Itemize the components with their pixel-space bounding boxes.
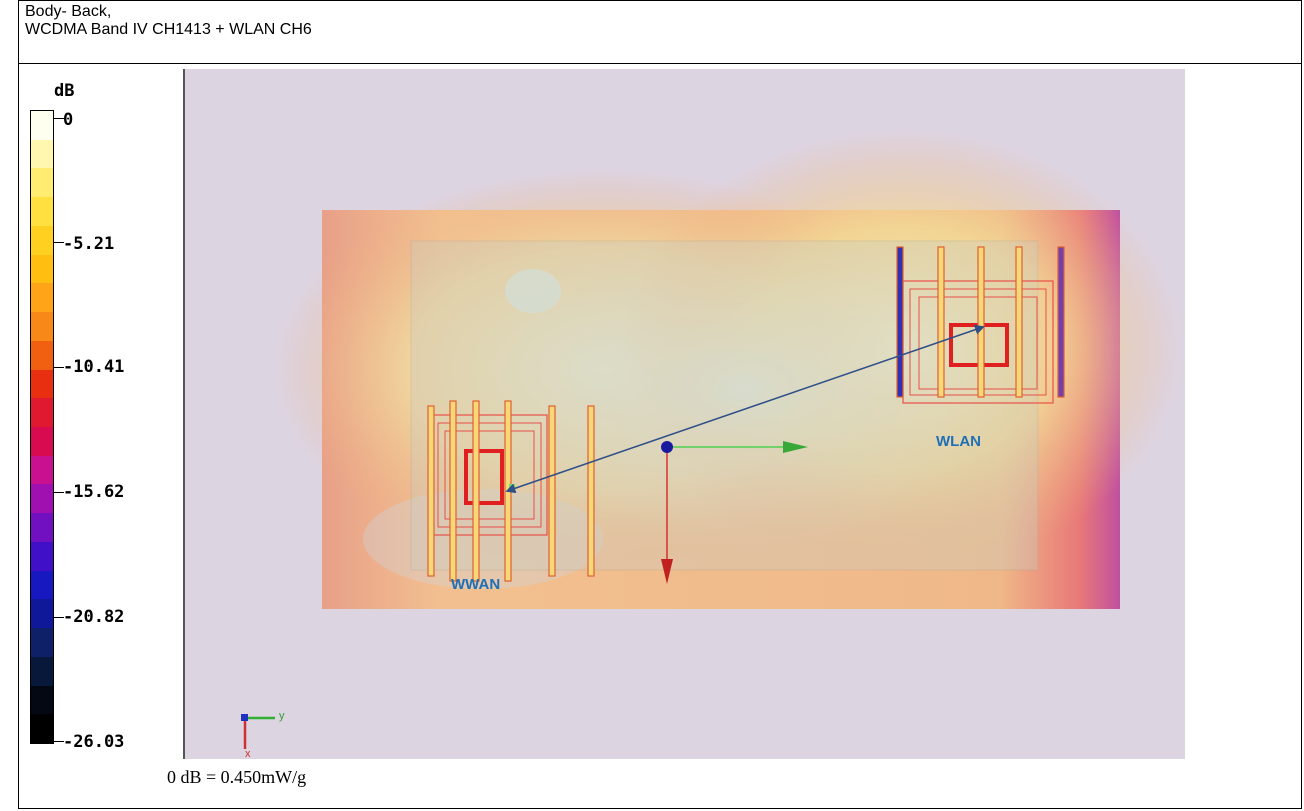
figure-header: Body- Back, WCDMA Band IV CH1413 + WLAN … (19, 1, 1301, 64)
scale-color-band (31, 168, 53, 199)
scale-tick (54, 617, 64, 618)
wlan-label: WLAN (936, 433, 981, 450)
reference-note: 0 dB = 0.450mW/g (167, 767, 307, 787)
scale-color-band (31, 484, 53, 515)
scale-color-band (31, 599, 53, 630)
scale-color-band (31, 111, 53, 141)
scale-color-band (31, 427, 53, 457)
sar-plot: y x WWAN WLAN (183, 69, 1185, 759)
scale-color-band (31, 398, 53, 429)
glyph-y-label: y (279, 710, 285, 722)
scale-color-band (31, 570, 53, 601)
scale-label-4: -20.82 (63, 607, 125, 627)
scale-color-band (31, 541, 53, 572)
scale-color-band (31, 714, 53, 745)
scale-tick (54, 367, 64, 368)
scale-tick (54, 492, 64, 493)
scale-color-band (31, 225, 53, 256)
scale-color-band (31, 656, 53, 687)
sar-plot-canvas: y x (183, 69, 1185, 759)
scale-label-0: 0 (63, 110, 74, 130)
scale-label-3: -15.62 (63, 482, 125, 502)
scale-label-5: -26.03 (63, 732, 125, 752)
coordinate-glyph: y x (241, 710, 285, 759)
scale-unit-label: dB (54, 81, 75, 101)
scale-tick (54, 741, 64, 742)
scale-color-band (31, 369, 53, 400)
glyph-x-label: x (245, 748, 251, 759)
separation-arrow (505, 324, 985, 494)
color-scale-bar (30, 110, 54, 745)
scale-color-band (31, 628, 53, 659)
wwan-label: WWAN (451, 576, 501, 593)
scale-label-2: -10.41 (63, 357, 125, 377)
scale-label-1: -5.21 (63, 234, 115, 254)
scale-color-band (31, 139, 53, 170)
scale-color-band (31, 312, 53, 343)
scale-color-band (31, 513, 53, 544)
figure-frame: Body- Back, WCDMA Band IV CH1413 + WLAN … (18, 0, 1302, 809)
scale-color-band (31, 340, 53, 371)
header-configuration: WCDMA Band IV CH1413 + WLAN CH6 (25, 21, 312, 38)
scale-color-band (31, 455, 53, 486)
scale-color-band (31, 197, 53, 228)
scale-tick (54, 118, 64, 119)
header-position: Body- Back, (25, 3, 112, 20)
scale-tick (54, 242, 64, 243)
scale-color-band (31, 254, 53, 285)
scale-color-band (31, 685, 53, 716)
scale-color-band (31, 283, 53, 314)
